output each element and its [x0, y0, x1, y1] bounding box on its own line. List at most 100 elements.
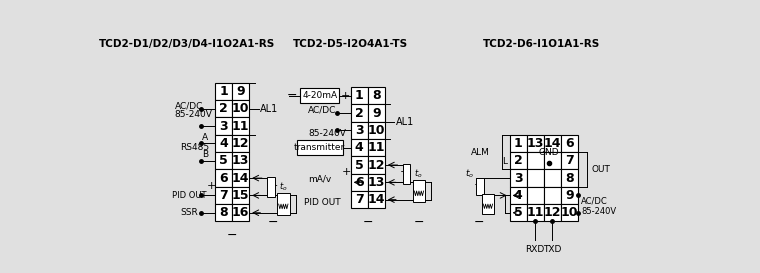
Text: +: +	[207, 181, 216, 191]
Text: A: A	[202, 133, 208, 142]
Text: 11: 11	[368, 141, 385, 154]
Bar	[232, 152, 249, 170]
Text: 14: 14	[232, 172, 249, 185]
Text: 4: 4	[220, 137, 228, 150]
Bar	[351, 191, 368, 208]
Bar	[543, 170, 561, 187]
Text: 85-240V: 85-240V	[308, 129, 346, 138]
Text: 12: 12	[368, 159, 385, 171]
Bar	[351, 87, 368, 104]
Text: transmitter: transmitter	[294, 143, 345, 152]
Bar	[215, 100, 232, 117]
Bar	[543, 187, 561, 204]
Bar	[267, 177, 275, 197]
Bar	[351, 156, 368, 174]
Text: ALM: ALM	[470, 148, 489, 157]
Bar	[215, 117, 232, 135]
Text: +: +	[400, 167, 409, 177]
Text: OUT: OUT	[592, 165, 610, 174]
Bar	[232, 187, 249, 204]
Text: RS485: RS485	[180, 143, 209, 152]
Bar	[510, 170, 527, 187]
Text: 9: 9	[236, 85, 245, 98]
Text: AL1: AL1	[260, 104, 278, 114]
Text: −: −	[413, 216, 424, 229]
Text: 1: 1	[355, 89, 363, 102]
Text: 5: 5	[355, 159, 363, 171]
Text: AC/DC: AC/DC	[581, 197, 608, 206]
Text: 2: 2	[514, 154, 523, 167]
Text: 13: 13	[232, 154, 249, 167]
Text: TCD2-D1/D2/D3/D4-I1O2A1-RS: TCD2-D1/D2/D3/D4-I1O2A1-RS	[99, 39, 275, 49]
Text: L: L	[502, 157, 507, 166]
Bar	[527, 152, 543, 170]
Bar	[232, 170, 249, 187]
Text: 10: 10	[232, 102, 249, 115]
Bar	[510, 152, 527, 170]
Bar	[232, 135, 249, 152]
Bar	[232, 204, 249, 221]
Text: AL1: AL1	[396, 117, 414, 127]
Text: 6: 6	[355, 176, 363, 189]
Text: TXD: TXD	[543, 245, 562, 254]
Bar	[277, 193, 290, 215]
Bar	[368, 191, 385, 208]
Text: mA/v: mA/v	[308, 175, 331, 184]
Text: 10: 10	[368, 124, 385, 137]
Text: +: +	[341, 167, 351, 177]
Text: +: +	[268, 181, 278, 191]
Bar	[215, 170, 232, 187]
Text: 10: 10	[561, 206, 578, 219]
Text: −: −	[268, 215, 278, 229]
Text: −: −	[287, 89, 297, 102]
Bar	[215, 135, 232, 152]
Text: 7: 7	[355, 193, 363, 206]
Bar	[482, 194, 494, 214]
Bar	[368, 104, 385, 122]
Text: GND: GND	[539, 148, 559, 157]
Bar	[510, 204, 527, 221]
Bar	[561, 152, 578, 170]
Bar	[561, 135, 578, 152]
Text: −: −	[227, 229, 237, 242]
Text: 11: 11	[232, 120, 249, 133]
Bar	[368, 87, 385, 104]
Text: 11: 11	[527, 206, 544, 219]
Text: PID OUT: PID OUT	[304, 198, 341, 207]
Text: 15: 15	[232, 189, 249, 202]
Text: 2: 2	[355, 106, 363, 120]
Text: 7: 7	[220, 189, 228, 202]
Text: 9: 9	[372, 106, 381, 120]
Text: 8: 8	[565, 172, 574, 185]
Text: 16: 16	[232, 206, 249, 219]
Bar	[215, 83, 232, 100]
Text: 14: 14	[543, 137, 561, 150]
Bar	[296, 140, 343, 155]
Text: 1: 1	[514, 137, 523, 150]
Bar	[300, 88, 339, 103]
Text: 4: 4	[355, 141, 363, 154]
Text: 13: 13	[527, 137, 544, 150]
Text: 85-240V: 85-240V	[581, 206, 616, 215]
Bar	[368, 174, 385, 191]
Bar	[215, 152, 232, 170]
Bar	[543, 204, 561, 221]
Text: 7: 7	[565, 154, 574, 167]
Text: PID OUT: PID OUT	[173, 191, 207, 200]
Text: 5: 5	[514, 206, 523, 219]
Text: TCD2-D5-I2O4A1-TS: TCD2-D5-I2O4A1-TS	[293, 39, 408, 49]
Text: 6: 6	[565, 137, 574, 150]
Text: SSR: SSR	[180, 208, 198, 217]
Bar	[527, 170, 543, 187]
Text: AC/DC: AC/DC	[308, 105, 337, 114]
Bar	[403, 164, 410, 184]
Text: $t_o$: $t_o$	[279, 180, 287, 193]
Text: TCD2-D6-I1O1A1-RS: TCD2-D6-I1O1A1-RS	[483, 39, 600, 49]
Bar	[232, 117, 249, 135]
Bar	[510, 135, 527, 152]
Text: 3: 3	[220, 120, 228, 133]
Text: 4: 4	[514, 189, 523, 202]
Text: 8: 8	[220, 206, 228, 219]
Bar	[527, 204, 543, 221]
Bar	[215, 204, 232, 221]
